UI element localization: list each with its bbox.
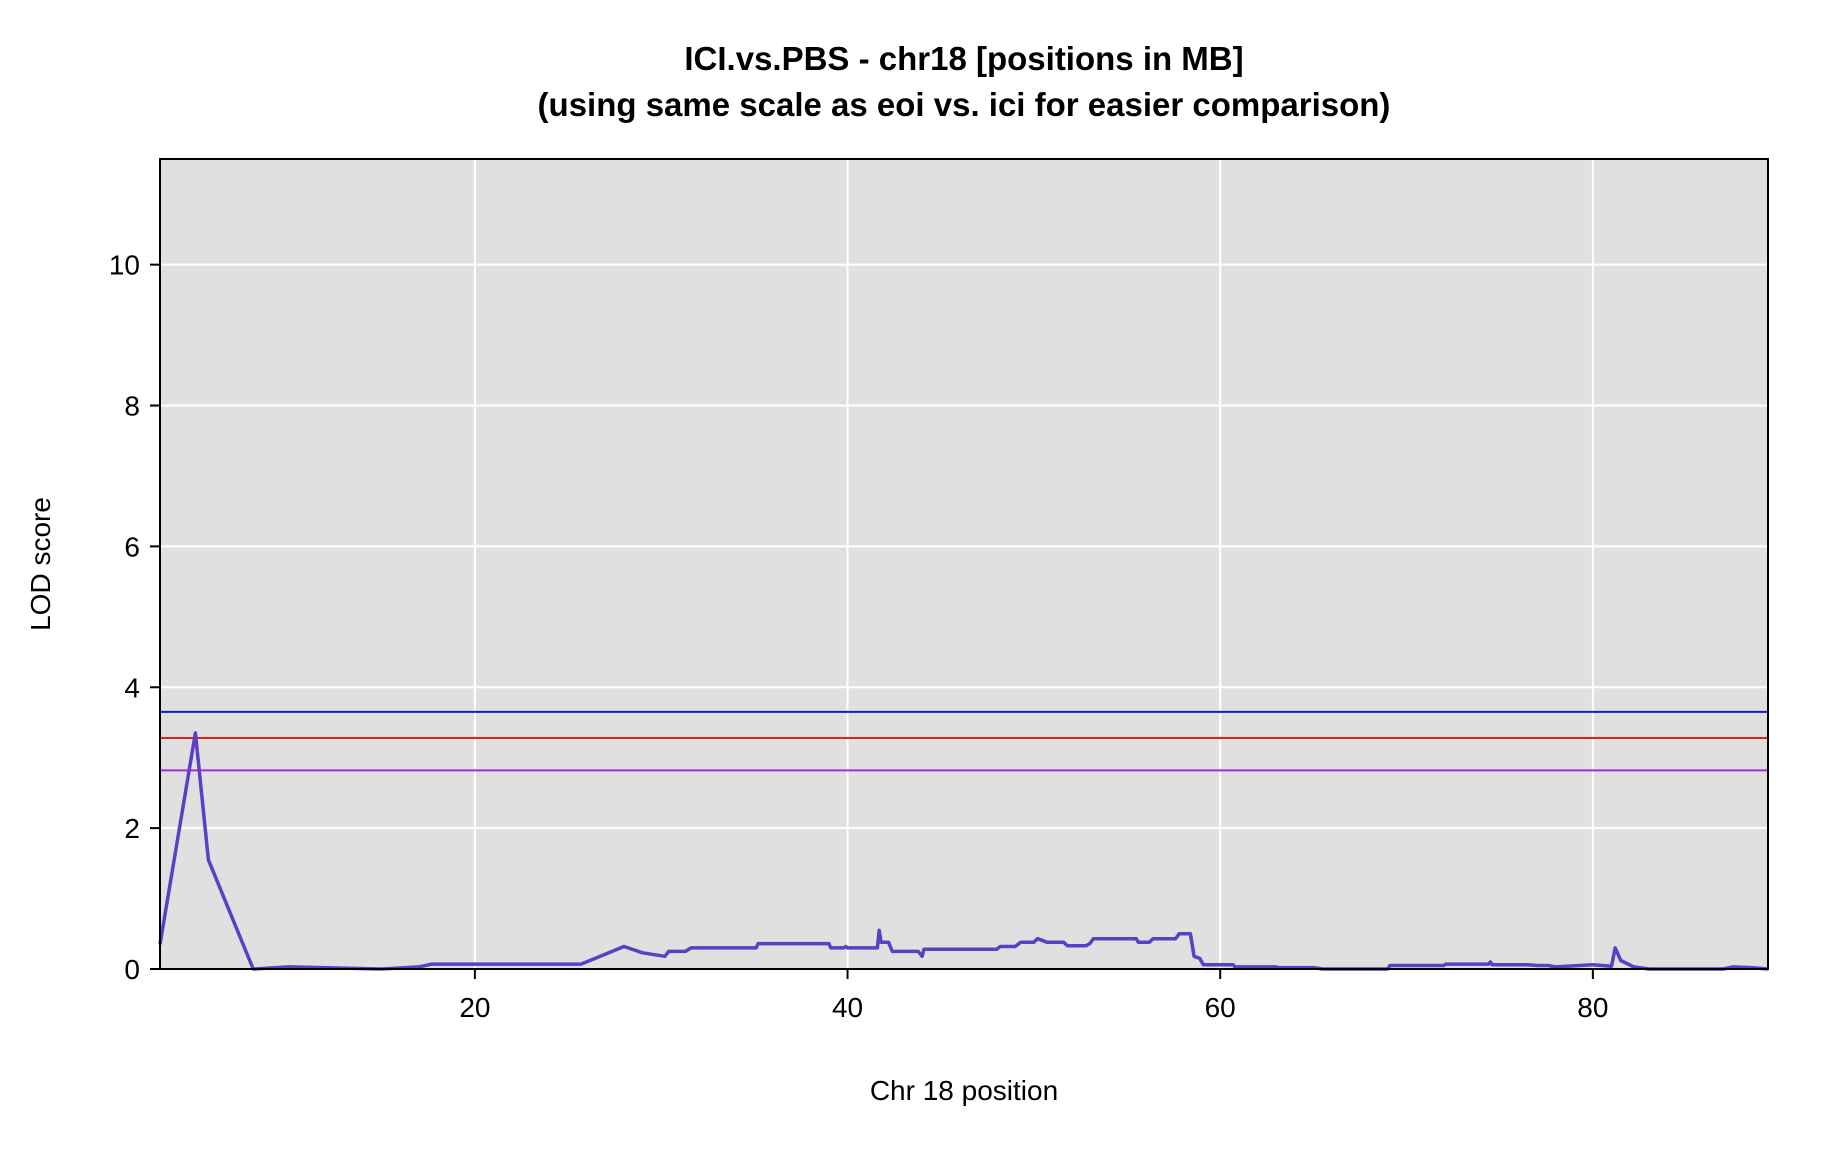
plot-frame: [159, 158, 1769, 970]
y-tick-label: 0: [124, 954, 140, 985]
x-axis-ticks: 20 40 60 80: [459, 969, 1608, 1023]
chart-title: ICI.vs.PBS - chr18 [positions in MB]: [684, 40, 1243, 77]
y-tick-label: 8: [124, 391, 140, 422]
lod-series-line: [158, 731, 1769, 971]
y-axis-ticks: 0 2 4 6 8 10: [109, 250, 160, 985]
series-layer: [158, 731, 1769, 971]
y-tick-label: 4: [124, 672, 140, 703]
y-axis-label: LOD score: [25, 497, 56, 631]
x-tick-label: 40: [832, 992, 863, 1023]
threshold-lines: [160, 710, 1768, 772]
y-tick-label: 6: [124, 531, 140, 562]
y-tick-label: 2: [124, 813, 140, 844]
x-axis-label: Chr 18 position: [870, 1075, 1058, 1106]
x-tick-label: 60: [1205, 992, 1236, 1023]
chart-subtitle: (using same scale as eoi vs. ici for eas…: [538, 86, 1391, 123]
x-tick-label: 20: [459, 992, 490, 1023]
y-tick-label: 10: [109, 250, 140, 281]
x-tick-label: 80: [1577, 992, 1608, 1023]
plot-area: [160, 159, 1768, 969]
